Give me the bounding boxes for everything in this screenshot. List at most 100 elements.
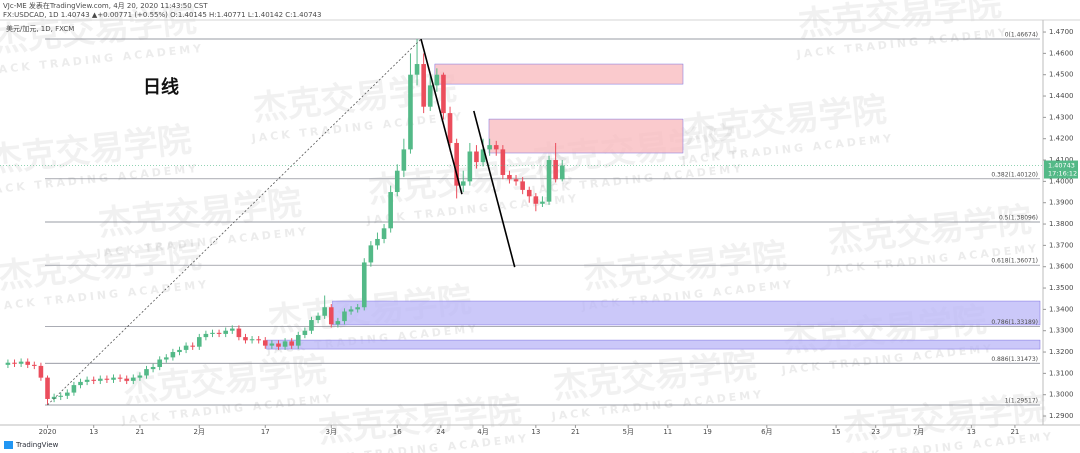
candle-body	[302, 330, 308, 335]
candle-body	[243, 337, 248, 341]
y-tick-label: 1.4500	[1049, 71, 1074, 79]
candle-body	[210, 332, 215, 334]
candle-body	[328, 307, 334, 325]
candle-body	[51, 396, 57, 399]
y-tick-label: 1.2900	[1049, 412, 1074, 420]
candle-body	[282, 341, 288, 347]
candle-body	[361, 262, 367, 308]
zone	[266, 339, 1041, 350]
zone	[434, 63, 684, 85]
candle-body	[507, 174, 512, 180]
candle-body	[460, 181, 466, 186]
x-tick-label: 2月	[194, 428, 205, 436]
candle-body	[414, 64, 420, 75]
candle-body	[203, 333, 209, 338]
candle-body	[533, 196, 539, 204]
timeframe-annotation: 日线	[143, 76, 179, 98]
footer-brand: TradingView	[15, 441, 59, 449]
candle-body	[170, 352, 176, 358]
candle-body	[18, 361, 24, 364]
candle-body	[144, 369, 149, 376]
zone	[332, 300, 1041, 326]
candle-body	[309, 320, 314, 331]
candle-body	[315, 315, 321, 321]
y-tick-label: 1.3300	[1049, 327, 1074, 335]
countdown-label: 17:16:12	[1048, 170, 1077, 178]
candle-body	[441, 74, 446, 114]
candle-body	[408, 74, 413, 150]
candle-body	[467, 151, 473, 182]
candle-body	[130, 377, 136, 381]
last-price-label: 1.40743	[1048, 162, 1075, 170]
y-tick-label: 1.4400	[1049, 92, 1074, 100]
candle-body	[190, 345, 195, 347]
candle-body	[487, 145, 492, 150]
candle-body	[104, 378, 110, 380]
candle-body	[25, 361, 31, 365]
candle-body	[157, 359, 162, 367]
y-tick-label: 1.3500	[1049, 284, 1074, 292]
y-tick-label: 1.4300	[1049, 113, 1074, 121]
candle-body	[434, 74, 440, 86]
trendline	[47, 38, 422, 406]
y-tick-label: 1.4600	[1049, 49, 1074, 57]
candle-body	[348, 309, 354, 312]
y-tick-label: 1.3000	[1049, 391, 1074, 399]
candle-body	[58, 395, 64, 397]
candle-body	[32, 364, 37, 366]
y-tick-label: 1.3600	[1049, 263, 1074, 271]
candle-body	[454, 142, 459, 186]
candle-body	[520, 181, 525, 190]
x-tick-label: 16	[393, 428, 402, 436]
candle-body	[117, 377, 123, 379]
candle-body	[368, 245, 374, 263]
x-tick-label: 15	[832, 428, 841, 436]
trendline	[473, 110, 516, 268]
y-tick-label: 1.4100	[1049, 156, 1074, 164]
x-tick-label: 6月	[761, 428, 772, 436]
x-tick-label: 21	[135, 428, 144, 436]
candle-body	[249, 339, 255, 341]
candle-body	[474, 151, 479, 163]
candle-body	[98, 378, 103, 381]
x-tick-label: 4月	[477, 428, 488, 436]
candle-body	[335, 321, 341, 325]
x-tick-label: 19	[703, 428, 712, 436]
candle-body	[355, 307, 360, 310]
y-tick-label: 1.3100	[1049, 369, 1074, 377]
candle-body	[480, 149, 486, 163]
candle-body	[401, 149, 407, 171]
candle-body	[262, 340, 268, 346]
x-tick-label: 2020	[39, 428, 57, 436]
candle-body	[183, 345, 189, 350]
y-tick-label: 1.4700	[1049, 28, 1074, 36]
symbol-line: FX:USDCAD, 1D 1.40743 ▲+0.00771 (+0.55%)…	[3, 11, 321, 19]
candle-body	[322, 307, 327, 316]
logo	[4, 441, 13, 449]
candle-body	[163, 357, 169, 360]
candle-body	[276, 343, 281, 347]
x-tick-label: 17	[261, 428, 270, 436]
candle-body	[421, 64, 426, 107]
candle-body	[38, 365, 44, 378]
candle-body	[78, 381, 83, 386]
x-tick-label: 21	[1010, 428, 1019, 436]
x-tick-label: 13	[531, 428, 540, 436]
candle-body	[540, 201, 545, 204]
x-tick-label: 24	[436, 428, 445, 436]
candle-body	[196, 337, 202, 347]
candle-body	[381, 228, 387, 239]
y-tick-label: 1.3200	[1049, 348, 1074, 356]
x-tick-label: 13	[967, 428, 976, 436]
candle-body	[493, 145, 499, 150]
y-tick-label: 1.3900	[1049, 199, 1074, 207]
candle-body	[150, 366, 156, 370]
publisher-line: VJc-ME 发表在TradingView.com, 4月 20, 2020 1…	[3, 1, 208, 10]
x-tick-label: 23	[871, 428, 880, 436]
candle-body	[256, 339, 261, 341]
candle-body	[5, 362, 11, 365]
x-tick-label: 3月	[326, 428, 337, 436]
candle-body	[546, 160, 552, 202]
y-tick-label: 1.4200	[1049, 135, 1074, 143]
